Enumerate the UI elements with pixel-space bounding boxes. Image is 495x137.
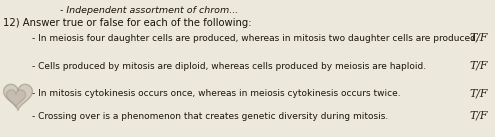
- Polygon shape: [6, 90, 26, 107]
- Text: T/F: T/F: [470, 61, 488, 71]
- Text: - In meiosis four daughter cells are produced, whereas in mitosis two daughter c: - In meiosis four daughter cells are pro…: [32, 34, 479, 43]
- Text: T/F: T/F: [470, 88, 488, 98]
- Text: - Crossing over is a phenomenon that creates genetic diversity during mitosis.: - Crossing over is a phenomenon that cre…: [32, 112, 388, 121]
- Text: 12) Answer true or false for each of the following:: 12) Answer true or false for each of the…: [3, 18, 251, 28]
- Text: - Cells produced by mitosis are diploid, whereas cells produced by meiosis are h: - Cells produced by mitosis are diploid,…: [32, 62, 426, 71]
- Polygon shape: [3, 84, 32, 110]
- Text: T/F: T/F: [470, 111, 488, 121]
- Text: - In mitosis cytokinesis occurs once, whereas in meiosis cytokinesis occurs twic: - In mitosis cytokinesis occurs once, wh…: [32, 89, 400, 98]
- Text: - Independent assortment of chrom...: - Independent assortment of chrom...: [60, 6, 238, 15]
- Text: T/F: T/F: [470, 33, 488, 43]
